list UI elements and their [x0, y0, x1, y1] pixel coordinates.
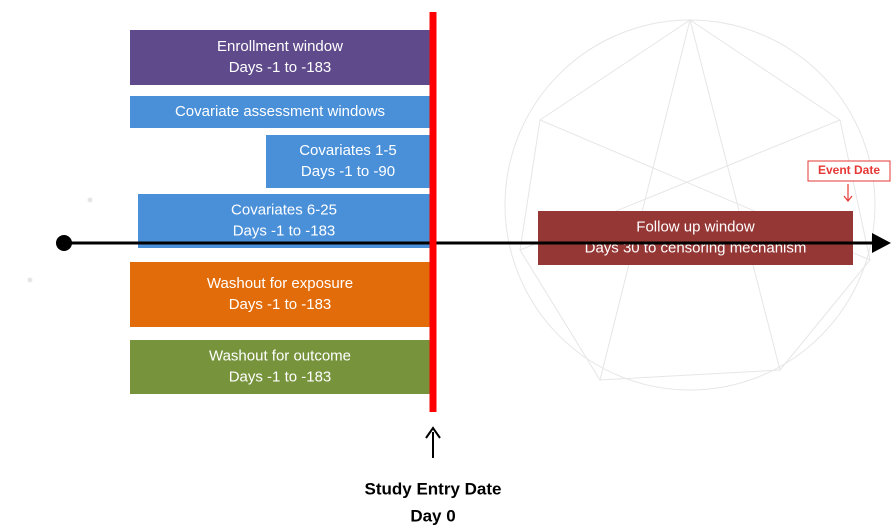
window-box [130, 96, 430, 128]
window-label: Washout for exposure [207, 275, 353, 292]
window-label: Enrollment window [217, 38, 343, 55]
boxes: Enrollment window Days -1 to -183 Covariat… [130, 30, 853, 394]
window-label: Washout for outcome [209, 347, 351, 364]
window-label: Covariates 1-5 [299, 142, 397, 159]
window-label: Covariates 6-25 [231, 201, 337, 218]
event-box [807, 160, 891, 182]
window-box [130, 262, 430, 327]
entry-label: Study Entry Date [365, 479, 502, 498]
window-box [130, 30, 430, 85]
window-box [538, 211, 853, 265]
axis-start-dot [56, 235, 72, 251]
window-label: Days -1 to -183 [229, 296, 332, 313]
window-label: Days -1 to -183 [229, 368, 332, 385]
window-box [266, 135, 430, 188]
event-arrowhead [843, 195, 853, 202]
window-label: Days -1 to -183 [233, 222, 336, 239]
window-label: Days -1 to -90 [301, 163, 395, 180]
axis-arrowhead [872, 233, 891, 253]
window-box [130, 340, 430, 394]
event-label: Event Date [818, 163, 880, 177]
window-label: Follow up window [636, 218, 755, 235]
window-label: Covariate assessment windows [175, 103, 385, 120]
entry-label: Day 0 [410, 506, 455, 525]
window-label: Days -1 to -183 [229, 59, 332, 76]
window-box [138, 194, 430, 248]
entry-arrowhead [425, 426, 441, 439]
